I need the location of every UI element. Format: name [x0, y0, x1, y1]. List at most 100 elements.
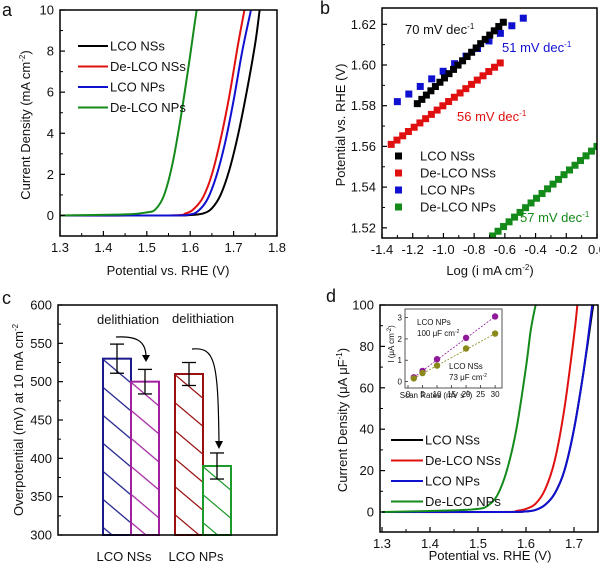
b-point-de-lco-nss [450, 93, 458, 101]
inset-lco-nss-capacitance: 73 μF cm-2 [449, 373, 487, 382]
d-y-tick-label: 100 [352, 298, 374, 313]
a-legend-label-de-lco-nss: De-LCO NSs [110, 59, 186, 74]
delithiation-label-nss: delithiation [97, 312, 159, 327]
b-point-lco-nps [393, 98, 401, 106]
b-point-de-lco-nps [527, 199, 535, 207]
a-y-tick-label: 2 [47, 167, 54, 182]
b-point-de-lco-nss [456, 89, 464, 97]
b-point-lco-nps [496, 29, 504, 37]
c-category-label-lco-nss: LCO NSs [97, 549, 152, 564]
b-point-de-lco-nps [544, 185, 552, 193]
b-legend-label-lco-nss: LCO NSs [420, 149, 475, 164]
a-y-tick-label: 8 [47, 44, 54, 59]
inset-lco-nps-label: LCO NPs [417, 318, 451, 327]
a-x-tick-label: 1.7 [225, 240, 243, 255]
b-point-lco-nss [495, 23, 503, 31]
b-point-de-lco-nps [555, 175, 563, 183]
d-axes-frame [379, 304, 599, 533]
b-point-de-lco-nps [566, 166, 574, 174]
b-point-de-lco-nps [538, 190, 546, 198]
d-y-tick-label: 20 [360, 463, 374, 478]
b-legend-swatch-de-lco-nss [395, 169, 402, 177]
panel-a-letter: a [2, 0, 13, 20]
b-y-axis-label: Potential vs. RHE (V) [333, 64, 348, 187]
d-x-tick-label: 1.5 [469, 536, 487, 551]
a-legend-label-de-lco-nps: De-LCO NPs [110, 100, 186, 115]
b-point-de-lco-nss [462, 85, 470, 93]
b-point-lco-nss [427, 87, 435, 95]
b-point-de-lco-nss [387, 140, 395, 148]
inset-x-tick-label: 25 [476, 390, 485, 399]
inset-point-lco-nss [419, 369, 426, 377]
c-y-tick-label: 350 [30, 489, 52, 504]
b-point-lco-nss [490, 27, 498, 35]
b-point-de-lco-nss [445, 98, 453, 106]
a-y-tick-label: 6 [47, 85, 54, 100]
d-legend-label-de-lco-nss: De-LCO NSs [425, 453, 501, 468]
inset-point-lco-nss [410, 375, 418, 382]
c-axes-frame [57, 304, 278, 536]
inset-x-tick-label: 0 [406, 390, 411, 399]
b-y-tick-label: 1.54 [351, 180, 376, 195]
b-x-axis-label: Log (i mA cm-2) [446, 263, 533, 278]
inset-lco-nps-capacitance: 100 μF cm-2 [417, 329, 460, 338]
b-point-lco-nss [463, 53, 471, 61]
b-point-de-lco-nps [522, 204, 530, 212]
b-point-de-lco-nss [416, 119, 424, 127]
b-point-lco-nss [454, 61, 462, 69]
b-point-lco-nss [413, 100, 421, 108]
b-point-de-lco-nps [582, 152, 590, 160]
inset-fit-line-lco-nss [413, 333, 496, 379]
panel-d-letter: d [326, 286, 336, 306]
b-x-tick-label: -1.4 [371, 242, 393, 257]
b-point-de-lco-nps [571, 161, 579, 169]
b-y-tick-label: 1.62 [351, 17, 376, 32]
b-x-tick-label: -0.4 [524, 242, 546, 257]
b-point-lco-nps [485, 37, 493, 45]
b-point-de-lco-nps [577, 157, 585, 165]
a-y-tick-label: 10 [40, 3, 54, 18]
inset-point-lco-nss [462, 345, 470, 352]
b-point-de-lco-nps [560, 171, 568, 179]
d-y-axis-label: Current Density (μA μF-1) [335, 348, 350, 492]
a-legend-label-lco-nss: LCO NSs [110, 39, 165, 54]
d-legend-label-de-lco-nps: De-LCO NPs [425, 494, 501, 509]
b-point-de-lco-nps [489, 232, 497, 238]
a-x-tick-label: 1.8 [268, 240, 286, 255]
b-point-lco-nps [508, 22, 516, 30]
d-y-tick-label: 80 [360, 339, 374, 354]
b-point-lco-nss [477, 40, 485, 48]
c-y-tick-label: 600 [30, 298, 52, 313]
tafel-label-lco-nps: 51 mV dec-1 [502, 40, 572, 55]
d-y-tick-label: 60 [360, 380, 374, 395]
b-point-de-lco-nss [473, 76, 481, 84]
inset-y-tick-label: 3 [398, 314, 403, 323]
inset-lco-nss-label: LCO NSs [449, 362, 483, 371]
b-point-lco-nps [439, 67, 447, 75]
d-x-axis-label: Potential vs. RHE (V) [429, 548, 552, 563]
c-y-tick-label: 300 [30, 528, 52, 543]
b-point-de-lco-nps [593, 142, 597, 150]
inset-y-tick-label: 0 [398, 378, 403, 387]
b-point-de-lco-nss [422, 115, 430, 123]
b-legend-label-de-lco-nps: De-LCO NPs [420, 200, 496, 215]
tafel-label-de-lco-nps: 57 mV dec-1 [520, 210, 590, 225]
d-x-tick-label: 1.4 [421, 536, 439, 551]
b-point-de-lco-nss [404, 128, 412, 136]
tafel-label-de-lco-nss: 56 mV dec-1 [457, 109, 527, 124]
d-y-tick-label: 0 [367, 505, 374, 520]
inset-x-tick-label: 20 [462, 390, 471, 399]
b-point-lco-nss [481, 35, 489, 43]
b-point-de-lco-nps [511, 213, 519, 221]
b-x-tick-label: -0.2 [555, 242, 577, 257]
b-x-tick-label: 0.0 [588, 242, 600, 257]
b-point-de-lco-nss [496, 59, 504, 67]
b-x-tick-label: -0.8 [463, 242, 485, 257]
b-legend-label-de-lco-nss: De-LCO NSs [420, 166, 496, 181]
a-x-tick-label: 1.5 [138, 240, 156, 255]
delithiation-arrowhead-nss [142, 355, 150, 362]
b-point-lco-nss [422, 91, 430, 99]
b-point-de-lco-nps [549, 180, 557, 188]
b-point-lco-nss [459, 57, 467, 65]
